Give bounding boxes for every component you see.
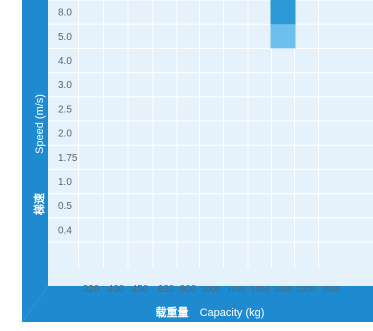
x-tick-label: 1350 xyxy=(251,284,270,294)
y-tick-label: 2.5 xyxy=(58,104,72,115)
x-axis-label-cn: 载重量 xyxy=(156,305,189,319)
grid-lines xyxy=(48,0,373,268)
y-tick-labels: 8.0 5.0 4.0 3.0 2.5 2.0 1.75 1.0 0.5 0.4 xyxy=(58,8,78,237)
plot-area xyxy=(48,0,373,286)
data-cell-1600-8_0 xyxy=(270,0,296,27)
y-axis-frame xyxy=(22,0,48,322)
y-axis-label-cn: 梯速 xyxy=(32,193,46,215)
x-tick-label: 1150 xyxy=(227,284,246,294)
y-tick-label: 1.0 xyxy=(58,177,72,188)
x-tick-label: 800 xyxy=(180,284,197,295)
x-tick-label: 2000 xyxy=(297,284,316,294)
x-tick-label: 630 xyxy=(158,284,175,295)
x-tick-labels: 320 400 450 630 800 1000 1150 1350 1600 2000 2500 xyxy=(83,284,341,295)
y-tick-label: 2.0 xyxy=(58,129,72,140)
x-axis-label-en: Capacity (kg) xyxy=(200,307,265,319)
y-tick-label: 4.0 xyxy=(58,56,72,67)
x-tick-label: 1600 xyxy=(274,284,293,294)
x-tick-label: 1000 xyxy=(202,284,221,294)
x-tick-label: 320 xyxy=(83,284,100,295)
data-cells xyxy=(270,0,296,49)
y-tick-label: 5.0 xyxy=(58,32,72,43)
y-tick-label: 1.75 xyxy=(58,153,78,164)
data-cell-1600-5_0 xyxy=(270,24,296,49)
y-tick-label: 0.4 xyxy=(58,225,72,236)
x-axis-frame xyxy=(22,286,373,322)
x-tick-label: 450 xyxy=(132,284,149,295)
y-tick-label: 3.0 xyxy=(58,80,72,91)
y-tick-label: 8.0 xyxy=(58,8,72,19)
x-tick-label: 2500 xyxy=(322,284,341,294)
y-axis-label-en: Speed (m/s) xyxy=(34,94,46,154)
y-tick-label: 0.5 xyxy=(58,201,72,212)
x-tick-label: 400 xyxy=(108,284,125,295)
